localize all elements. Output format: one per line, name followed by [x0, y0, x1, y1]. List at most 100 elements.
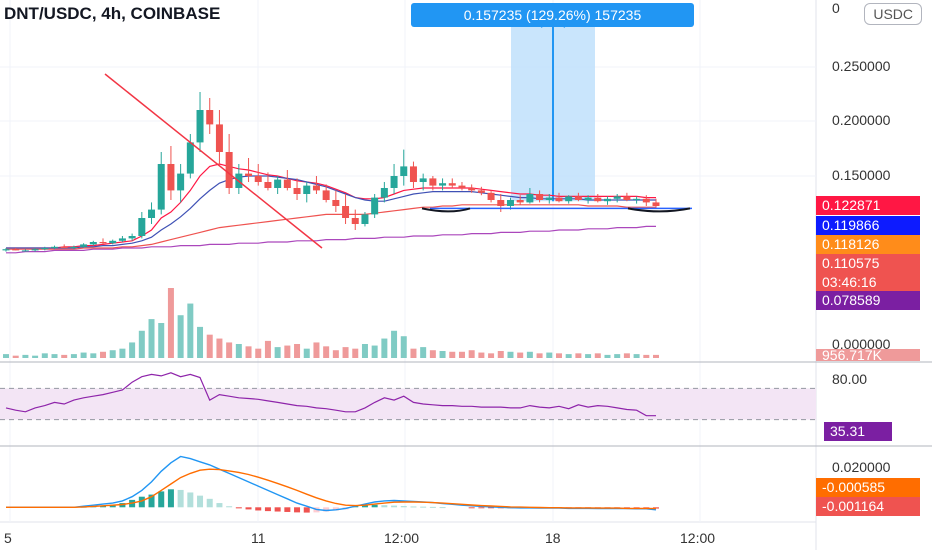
volume-bar — [206, 334, 213, 358]
candle-body — [516, 200, 524, 203]
volume-bar — [70, 354, 77, 358]
volume-bar — [41, 353, 48, 358]
volume-bar — [313, 342, 320, 358]
price-axis-tick: 0.150000 — [832, 167, 891, 183]
candle-body — [322, 190, 330, 200]
macd-histogram-bar — [391, 505, 398, 508]
candle-body — [332, 200, 340, 206]
volume-bar — [449, 351, 456, 358]
macd-histogram-bar — [420, 506, 427, 508]
volume-bar — [294, 344, 301, 358]
macd-histogram-bar — [226, 506, 233, 508]
volume-bar — [517, 352, 524, 358]
volume-bar — [623, 353, 630, 358]
volume-bar — [361, 344, 368, 358]
macd-histogram-bar — [206, 498, 213, 508]
volume-bar — [264, 340, 271, 358]
macd-histogram-bar — [371, 504, 378, 508]
candle-body — [70, 246, 78, 248]
volume-bar — [61, 354, 68, 358]
price-axis-tick: 0.000000 — [832, 336, 891, 352]
macd-histogram-bar — [264, 507, 271, 512]
macd-histogram-bar — [294, 507, 301, 513]
currency-badge[interactable]: USDC — [864, 3, 922, 25]
macd-histogram-bar — [381, 505, 388, 508]
candle-body — [351, 218, 359, 224]
macd-histogram-bar — [429, 506, 436, 508]
volume-bar — [352, 348, 359, 358]
volume-bar — [585, 354, 592, 358]
candle-body — [312, 185, 320, 191]
candle-body — [128, 236, 136, 239]
candle-body — [206, 110, 214, 125]
macd-histogram-bar — [274, 507, 281, 512]
macd-histogram-bar — [323, 507, 330, 512]
macd-histogram-bar — [332, 507, 339, 511]
volume-bar — [604, 354, 611, 358]
candle-body — [419, 178, 427, 182]
candle-body — [12, 249, 20, 251]
volume-bar — [614, 354, 621, 358]
volume-bar — [284, 345, 291, 358]
price-tag-ema-slow: 0.110575 — [816, 254, 920, 273]
candle-body — [215, 124, 223, 152]
candle-body — [429, 178, 437, 186]
macd-value-tag: -0.001164 — [816, 497, 920, 516]
macd-histogram-bar — [255, 507, 262, 511]
time-axis-tick: 5 — [4, 530, 12, 546]
bracket-mark — [627, 207, 691, 213]
candle-body — [41, 248, 49, 250]
volume-bar — [536, 353, 543, 358]
candle-body — [545, 197, 553, 200]
candle-body — [448, 183, 456, 186]
volume-bar — [148, 319, 155, 358]
time-axis-tick: 12:00 — [384, 530, 420, 546]
chart-title: DNT/USDC, 4h, COINBASE — [4, 4, 221, 23]
candle-body — [167, 164, 175, 191]
volume-bar — [391, 330, 398, 358]
trend-line — [104, 73, 323, 249]
volume-bar — [167, 288, 174, 358]
macd-axis-tick: 0.020000 — [832, 459, 891, 475]
candle-body — [361, 214, 369, 224]
volume-tag: 956.717K — [816, 349, 920, 361]
macd-histogram-bar — [478, 507, 485, 509]
volume-bar — [342, 347, 349, 358]
candle-body — [400, 166, 408, 176]
candle-body — [31, 249, 39, 251]
candle-body — [468, 188, 476, 191]
time-axis-tick: 12:00 — [680, 530, 716, 546]
volume-bar — [594, 353, 601, 358]
volume-bar — [3, 354, 9, 358]
candle-body — [409, 166, 417, 182]
candle-body — [99, 242, 107, 244]
time-axis-tick: 11 — [251, 530, 266, 546]
measure-tooltip: 0.157235 (129.26%) 157235 — [411, 3, 694, 27]
ma-line — [6, 204, 656, 250]
volume-bar — [575, 353, 582, 358]
candle-body — [536, 194, 544, 200]
volume-bar — [429, 350, 436, 358]
candle-body — [303, 185, 311, 194]
candle-body — [109, 240, 117, 244]
candle-body — [439, 183, 447, 186]
macd-histogram-bar — [303, 507, 310, 513]
candle-body — [118, 238, 126, 241]
volume-bar — [332, 350, 339, 358]
volume-bar — [22, 354, 29, 358]
volume-bar — [226, 342, 233, 358]
candle-body — [526, 194, 534, 203]
macd-histogram-bar — [361, 505, 368, 508]
pane-separators — [0, 361, 932, 447]
macd-histogram-bar — [439, 507, 446, 509]
price-axis-tick: 0.250000 — [832, 58, 891, 74]
volume-bar — [51, 354, 58, 358]
macd-histogram-bar — [138, 496, 145, 508]
volume-bar — [633, 354, 640, 358]
macd-histogram-bar — [410, 506, 417, 508]
candle-body — [497, 200, 505, 206]
volume-bar — [420, 347, 427, 358]
candle-body — [584, 197, 592, 200]
